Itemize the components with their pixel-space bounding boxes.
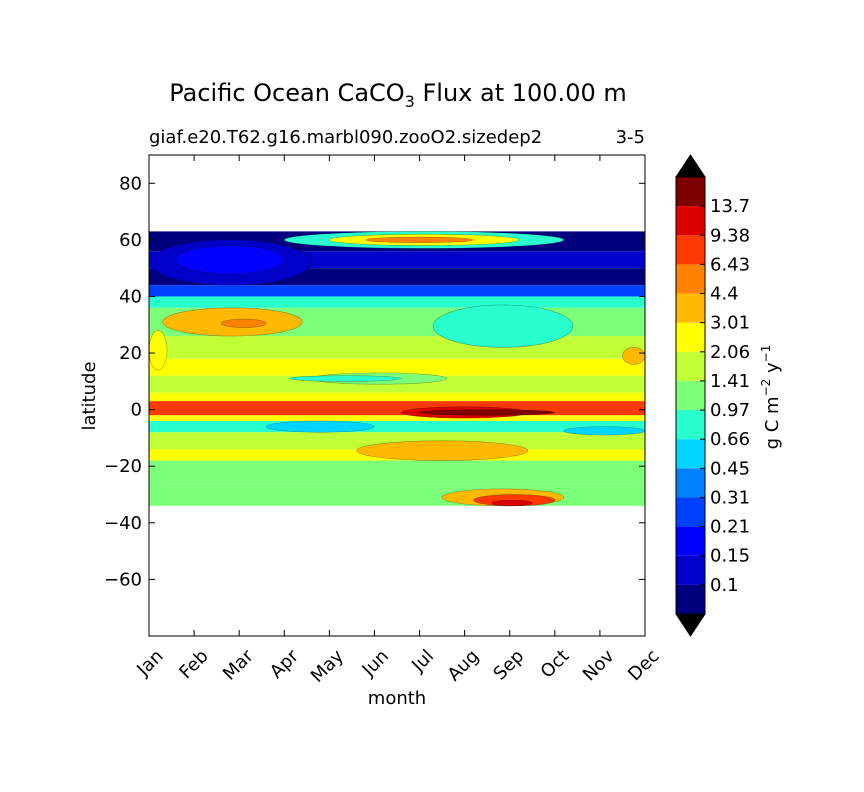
colorbar-segment	[676, 439, 705, 469]
colorbar: 0.1 0.15 0.21 0.31 0.45 0.66 0.97 1.41 2.06 3.01 4…	[675, 154, 750, 637]
colorbar-tick-label: 0.45	[710, 458, 750, 479]
contour-feature	[622, 347, 646, 365]
contour-band	[149, 460, 645, 484]
contour-feature	[220, 318, 267, 328]
colorbar-segment	[676, 206, 705, 236]
colorbar-segment	[676, 177, 705, 207]
plot-area	[148, 155, 646, 636]
colorbar-segment	[676, 584, 705, 614]
colorbar-segment	[676, 468, 705, 498]
contour-feature	[365, 236, 474, 244]
colorbar-tick-label: 0.15	[710, 546, 750, 567]
contour-feature	[563, 426, 646, 436]
y-tick-label: 40	[119, 286, 142, 307]
contour-feature	[432, 304, 574, 348]
contour-feature	[419, 409, 556, 416]
x-tick-label: Dec	[624, 646, 663, 685]
contour-feature	[148, 330, 168, 371]
x-tick-label: May	[307, 645, 348, 686]
colorbar-tick-label: 0.66	[710, 429, 750, 450]
colorbar-segment	[676, 264, 705, 294]
colorbar-tick-label: 0.31	[710, 487, 750, 508]
y-axis-label: latitude	[79, 361, 100, 430]
y-axis: 80 60 40 20 0 −20 −40 −60	[104, 173, 645, 590]
colorbar-frame	[675, 176, 706, 615]
colorbar-segment	[676, 380, 705, 411]
colorbar-label-exp2: −1	[759, 345, 773, 363]
colorbar-tick-label: 6.43	[710, 254, 750, 275]
x-tick-label: Oct	[537, 646, 574, 683]
x-tick-label: Nov	[579, 645, 619, 685]
contour-band	[149, 285, 645, 297]
colorbar-tick-label: 0.21	[710, 517, 750, 538]
chart-title: Pacific Ocean CaCO3 Flux at 100.00 m	[169, 79, 626, 111]
y-tick-label: −40	[104, 513, 142, 534]
x-tick-label: Apr	[266, 645, 303, 682]
y-tick-label: 80	[119, 173, 142, 194]
contour-band	[149, 296, 645, 308]
colorbar-segment	[676, 410, 705, 440]
colorbar-label: g C m−2 y−1	[759, 345, 783, 450]
y-tick-label: −60	[104, 569, 142, 590]
chart-title-subscript: 3	[405, 92, 415, 111]
contour-band	[149, 483, 645, 506]
chart-subtitle-left: giaf.e20.T62.g16.marbl090.zooO2.sizedep2	[149, 127, 542, 148]
x-tick-label: Jul	[407, 646, 438, 677]
contour-band	[149, 432, 645, 450]
colorbar-tick-label: 9.38	[710, 225, 750, 246]
colorbar-extend-top	[675, 154, 706, 178]
contour-band	[149, 415, 645, 421]
colorbar-label-exp1: −2	[759, 379, 773, 397]
colorbar-tick-label: 4.4	[710, 284, 739, 305]
contour-feature	[175, 245, 285, 275]
contour-band	[149, 401, 645, 416]
colorbar-tick-label: 13.7	[710, 196, 750, 217]
colorbar-tick-label: 1.41	[710, 371, 750, 392]
plot-frame	[148, 154, 646, 637]
colorbar-segment	[676, 351, 705, 381]
y-tick-label: 0	[131, 400, 142, 421]
y-tick-label: 20	[119, 343, 142, 364]
colorbar-tick-label: 2.06	[710, 342, 750, 363]
contour-band	[149, 392, 645, 402]
x-tick-label: Sep	[489, 646, 528, 685]
contour-feature	[265, 420, 375, 433]
y-tick-label: 60	[119, 230, 142, 251]
colorbar-extend-bottom	[675, 613, 706, 637]
contour-band	[149, 375, 645, 393]
chart-subtitle-right: 3-5	[616, 127, 645, 148]
contour-feature	[288, 375, 402, 382]
colorbar-tick-label: 3.01	[710, 313, 750, 334]
x-tick-label: Jun	[358, 646, 393, 681]
contour-feature	[491, 499, 533, 507]
colorbar-segment	[676, 497, 705, 527]
colorbar-segment	[676, 322, 705, 352]
colorbar-tick-label: 0.1	[710, 575, 739, 596]
contour-feature	[356, 440, 529, 461]
colorbar-tick-label: 0.97	[710, 400, 750, 421]
x-axis-label: month	[368, 688, 426, 709]
colorbar-segment	[676, 555, 705, 585]
x-tick-label: Feb	[175, 646, 212, 683]
x-tick-label: Jan	[132, 646, 167, 681]
x-tick-label: Aug	[444, 646, 484, 686]
colorbar-segment	[676, 235, 705, 265]
y-tick-label: −20	[104, 456, 142, 477]
contour-band	[149, 420, 645, 433]
colorbar-segment	[676, 526, 705, 556]
colorbar-segment	[676, 293, 705, 323]
contour-band	[149, 358, 645, 376]
contour-band	[149, 336, 645, 359]
x-tick-label: Mar	[219, 645, 258, 684]
